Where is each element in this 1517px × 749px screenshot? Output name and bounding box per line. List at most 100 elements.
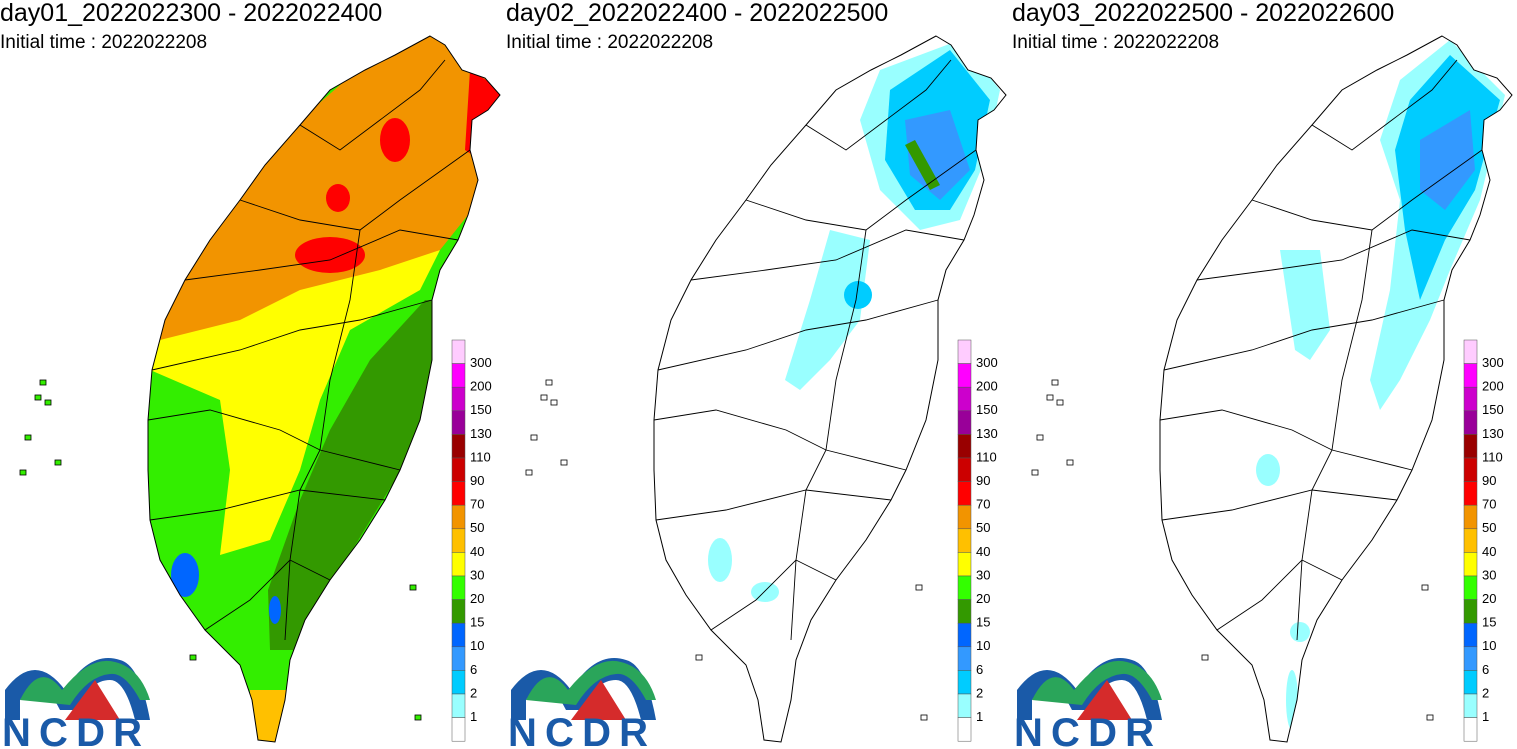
legend-swatch xyxy=(451,552,466,577)
initial-time: Initial time : 2022022208 xyxy=(0,32,207,53)
legend-label: 20 xyxy=(976,591,990,606)
logo: NCDR xyxy=(508,658,656,749)
island xyxy=(24,434,32,441)
panel: day01_2022022300 - 2022022400 Initial tim… xyxy=(0,0,501,749)
rain-area xyxy=(171,553,199,597)
legend-label: 40 xyxy=(470,544,484,559)
legend-label: 200 xyxy=(976,379,998,394)
legend-label: 6 xyxy=(1482,662,1489,677)
legend-swatch xyxy=(1463,552,1478,577)
legend-label: 70 xyxy=(470,497,484,512)
legend-swatch xyxy=(451,670,466,695)
panel: day03_2022022500 - 2022022600 Initial tim… xyxy=(1012,0,1513,749)
legend-label: 300 xyxy=(1482,355,1504,370)
legend-swatch xyxy=(451,575,466,600)
rain-area xyxy=(844,281,872,309)
rain-area xyxy=(326,184,350,212)
legend-swatch xyxy=(957,363,972,388)
rain-area xyxy=(148,36,500,345)
legend-label: 2 xyxy=(1482,685,1489,700)
rain-area xyxy=(295,237,365,273)
logo-arc xyxy=(526,660,656,705)
map xyxy=(1160,36,1512,742)
legend-swatch xyxy=(957,504,972,530)
legend-label: 110 xyxy=(1482,449,1503,464)
initial-time: Initial time : 2022022208 xyxy=(506,32,713,53)
rain-area xyxy=(905,110,970,200)
island xyxy=(915,584,923,591)
county-border xyxy=(690,229,965,281)
rain-area xyxy=(905,140,940,190)
island xyxy=(409,584,417,591)
legend-swatch xyxy=(451,410,466,435)
island xyxy=(550,399,558,406)
county-border xyxy=(1196,229,1471,281)
legend-label: 10 xyxy=(470,638,484,653)
county-border xyxy=(299,59,446,151)
legend-swatch xyxy=(957,693,972,718)
legend-label: 2 xyxy=(976,685,983,700)
rain-area xyxy=(1290,622,1310,642)
legend-swatch xyxy=(1463,434,1478,459)
logo-arc xyxy=(1032,660,1162,705)
legend-swatch xyxy=(957,670,972,695)
legend-swatch xyxy=(1463,528,1478,553)
legend-swatch xyxy=(957,339,972,364)
island xyxy=(34,394,42,401)
legend-swatch xyxy=(451,434,466,459)
legend-label: 15 xyxy=(1482,615,1496,630)
island xyxy=(695,654,703,661)
legend-swatch xyxy=(451,622,466,648)
legend-swatch xyxy=(1463,717,1478,742)
island xyxy=(540,394,548,401)
rain-area xyxy=(751,582,779,602)
legend-label: 1 xyxy=(470,709,477,724)
coastline xyxy=(147,35,501,743)
legend-label: 70 xyxy=(1482,497,1496,512)
legend-label: 130 xyxy=(1482,426,1504,441)
legend-label: 15 xyxy=(470,615,484,630)
island xyxy=(39,379,47,386)
island xyxy=(1426,714,1434,721)
legend-swatch xyxy=(451,504,466,530)
legend-swatch xyxy=(957,599,972,624)
legend-label: 15 xyxy=(976,615,990,630)
legend-label: 90 xyxy=(1482,473,1496,488)
legend-swatch xyxy=(957,410,972,435)
legend-label: 200 xyxy=(470,379,492,394)
legend-label: 50 xyxy=(470,520,484,535)
legend-swatch xyxy=(451,693,466,718)
island xyxy=(1036,434,1044,441)
legend-swatch xyxy=(451,386,466,412)
legend-label: 2 xyxy=(470,685,477,700)
panel: day02_2022022400 - 2022022500 Initial tim… xyxy=(506,0,1007,749)
legend-label: 90 xyxy=(470,473,484,488)
county-border xyxy=(710,559,837,631)
legend-label: 20 xyxy=(470,591,484,606)
island xyxy=(525,469,533,476)
island xyxy=(189,654,197,661)
legend-swatch xyxy=(1463,575,1478,600)
legend-swatch xyxy=(1463,670,1478,695)
rain-area xyxy=(1280,250,1330,360)
legend-label: 150 xyxy=(1482,402,1504,417)
legend-swatch xyxy=(451,457,466,482)
legend-swatch xyxy=(1463,599,1478,624)
legend-swatch xyxy=(1463,457,1478,482)
logo: NCDR xyxy=(1014,658,1162,749)
county-border xyxy=(147,409,401,471)
island xyxy=(1421,584,1429,591)
legend-swatch xyxy=(1463,363,1478,388)
legend-label: 1 xyxy=(1482,709,1489,724)
legend-swatch xyxy=(957,434,972,459)
legend-label: 130 xyxy=(976,426,998,441)
panel-title: day01_2022022300 - 2022022400 xyxy=(0,0,382,27)
island xyxy=(1056,399,1064,406)
legend-label: 110 xyxy=(470,449,491,464)
legend-swatch xyxy=(1463,622,1478,648)
legend-label: 50 xyxy=(976,520,990,535)
logo-arc xyxy=(20,660,150,705)
legend-swatch xyxy=(957,528,972,553)
legend-swatch xyxy=(957,386,972,412)
